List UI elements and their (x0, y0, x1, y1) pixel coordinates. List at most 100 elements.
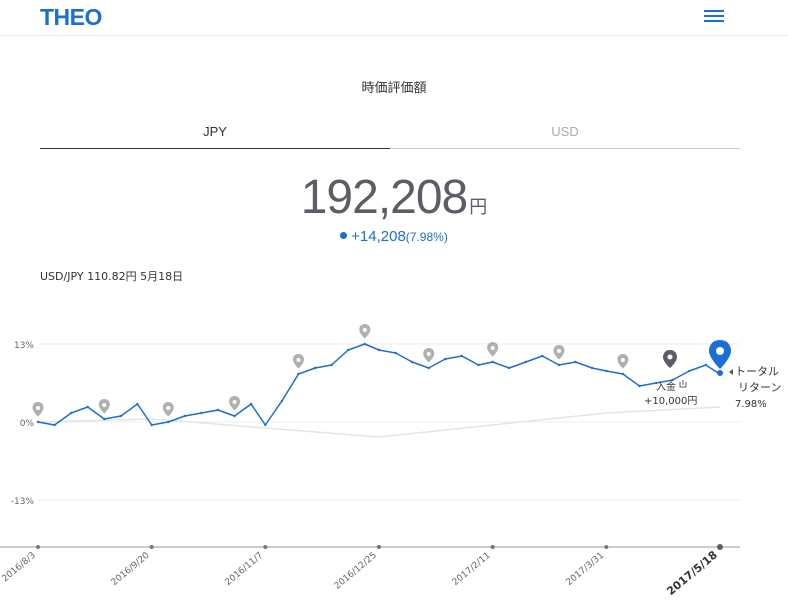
deposit-pin-icon-hole (667, 354, 673, 360)
x-tick-dot[interactable] (604, 545, 609, 549)
x-tick-label: 2016/9/20 (110, 550, 152, 587)
fx-rate: USD/JPY 110.82円 5月18日 (40, 268, 183, 284)
return-point (363, 342, 366, 346)
return-point (200, 411, 203, 415)
benchmark-line (37, 406, 721, 438)
total-return-annotation: トータル リターン 7.98% (709, 340, 781, 410)
x-tick-label: 2016/8/3 (1, 551, 38, 585)
return-point (671, 378, 674, 382)
x-tick-dot[interactable] (377, 545, 381, 549)
return-point (216, 408, 220, 412)
return-point (103, 417, 106, 421)
return-point (704, 363, 707, 367)
change-dot-icon (340, 232, 348, 239)
x-tick-dot[interactable] (490, 545, 495, 549)
y-tick-0: 0% (20, 419, 35, 429)
return-point (654, 381, 658, 385)
y-tick-13: 13% (14, 341, 34, 351)
x-tick-label: 2017/5/18 (664, 548, 720, 598)
event-pin-hole (166, 406, 171, 410)
return-point (460, 354, 464, 358)
return-point (377, 348, 381, 352)
return-point (410, 360, 414, 364)
return-point (541, 354, 544, 358)
return-point (638, 384, 641, 388)
x-tick-label: 2017/2/11 (451, 551, 493, 588)
change-percent: (7.98%) (405, 230, 448, 244)
valuation-change: +14,208(7.98%) (0, 228, 788, 245)
return-point (36, 420, 40, 424)
total-return-label-2: リターン (738, 381, 781, 394)
y-tick-minus13: -13% (11, 497, 35, 507)
x-tick-dot[interactable] (149, 545, 154, 549)
deposit-amount: +10,000円 (644, 396, 697, 407)
event-pin-hole (102, 403, 107, 407)
return-point (491, 360, 494, 364)
hamburger-icon-bar (704, 15, 724, 17)
valuation-number: 192,208 (300, 171, 469, 224)
event-pin-hole (490, 346, 495, 350)
event-pin-hole (36, 406, 40, 410)
event-pin-hole (232, 400, 237, 404)
return-point (150, 423, 153, 427)
return-point (524, 360, 528, 364)
hamburger-icon-bar (704, 20, 724, 22)
x-tick-label: 2016/12/25 (333, 551, 379, 592)
current-pin-icon-hole (716, 347, 724, 355)
total-return-label-1: トータル (735, 365, 779, 378)
deposit-label: 入金 (656, 380, 676, 393)
event-pin-hole (296, 358, 301, 362)
return-point (233, 414, 236, 418)
hamburger-menu-button[interactable] (704, 10, 726, 24)
total-return-value: 7.98% (735, 399, 767, 410)
return-point (119, 414, 123, 418)
currency-tabs: JPY USD (40, 124, 740, 149)
caret-left-icon (729, 369, 733, 375)
return-point (69, 411, 73, 415)
return-point (249, 402, 253, 406)
return-point (688, 369, 691, 373)
return-point (605, 369, 608, 373)
return-point (264, 423, 267, 427)
change-amount: +14,208 (351, 228, 406, 245)
tab-usd[interactable]: USD (390, 124, 740, 149)
event-pin-hole (556, 349, 561, 353)
return-point (86, 405, 89, 409)
return-point (167, 420, 170, 424)
return-point (444, 357, 447, 361)
valuation-unit: 円 (469, 197, 488, 218)
return-chart[interactable]: 13% 0% -13% 2016/8/3 2016/9/20 2016/11/7 20… (0, 320, 788, 606)
return-point (136, 402, 139, 406)
section-title: 時価評価額 (361, 81, 427, 96)
return-point (621, 372, 625, 376)
current-point (717, 370, 723, 376)
deposit-annotation: 入金 +10,000円 (644, 350, 697, 407)
fx-label: USD/JPY (40, 270, 84, 283)
return-point (53, 423, 56, 427)
x-tick-dot[interactable] (717, 544, 723, 550)
hamburger-icon (704, 10, 724, 12)
event-pin-hole (426, 352, 431, 356)
return-point (280, 399, 284, 403)
return-point (330, 363, 333, 367)
return-point (477, 363, 480, 367)
event-pin-hole (620, 358, 625, 362)
return-point (313, 366, 317, 370)
x-tick-dot[interactable] (36, 545, 40, 549)
x-tick-label: 2017/3/31 (564, 551, 606, 588)
event-pin-hole (362, 328, 367, 332)
return-point (508, 366, 511, 370)
x-tick-label: 2016/11/7 (223, 551, 265, 588)
header: THEO (0, 0, 788, 36)
tab-jpy[interactable]: JPY (40, 124, 390, 149)
fx-rate-value: 110.82円 (87, 270, 137, 283)
valuation-amount: 192,208 円 (0, 170, 788, 225)
x-tick-dot[interactable] (263, 545, 268, 549)
return-point (557, 363, 561, 367)
return-point (297, 372, 300, 376)
return-point (427, 366, 430, 370)
return-point (394, 351, 397, 355)
return-point (347, 348, 350, 352)
return-point (183, 414, 187, 418)
theo-logo[interactable]: THEO (40, 4, 102, 30)
